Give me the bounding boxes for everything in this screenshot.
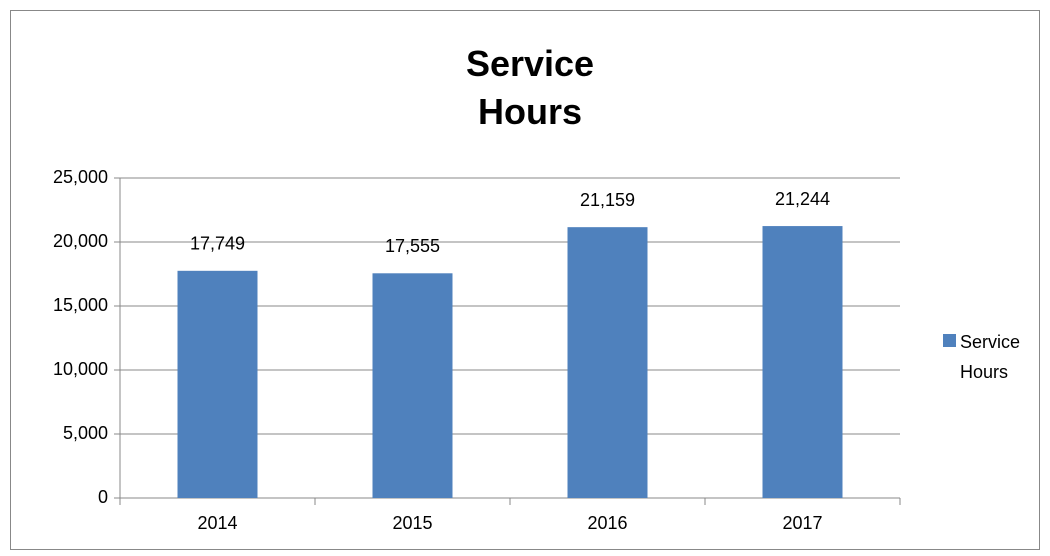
value-label: 17,555: [385, 236, 440, 256]
y-tick-label: 5,000: [63, 423, 108, 443]
bar: [762, 226, 843, 499]
value-label: 17,749: [190, 234, 245, 254]
x-tick-label: 2015: [392, 513, 432, 533]
bar: [372, 273, 453, 498]
bar: [567, 227, 648, 498]
bar: [177, 270, 258, 498]
y-tick-label: 10,000: [53, 359, 108, 379]
x-tick-label: 2016: [587, 513, 627, 533]
x-tick-label: 2017: [782, 513, 822, 533]
y-tick-label: 0: [98, 487, 108, 507]
legend-label: Service Hours: [960, 332, 1021, 382]
chart-title: Service Hours: [465, 43, 595, 132]
value-label: 21,244: [775, 189, 830, 209]
y-tick-label: 20,000: [53, 231, 108, 251]
y-tick-label: 15,000: [53, 295, 108, 315]
value-label: 21,159: [580, 190, 635, 210]
x-tick-label: 2014: [197, 513, 237, 533]
legend-swatch: [943, 334, 956, 347]
y-tick-label: 25,000: [53, 167, 108, 187]
